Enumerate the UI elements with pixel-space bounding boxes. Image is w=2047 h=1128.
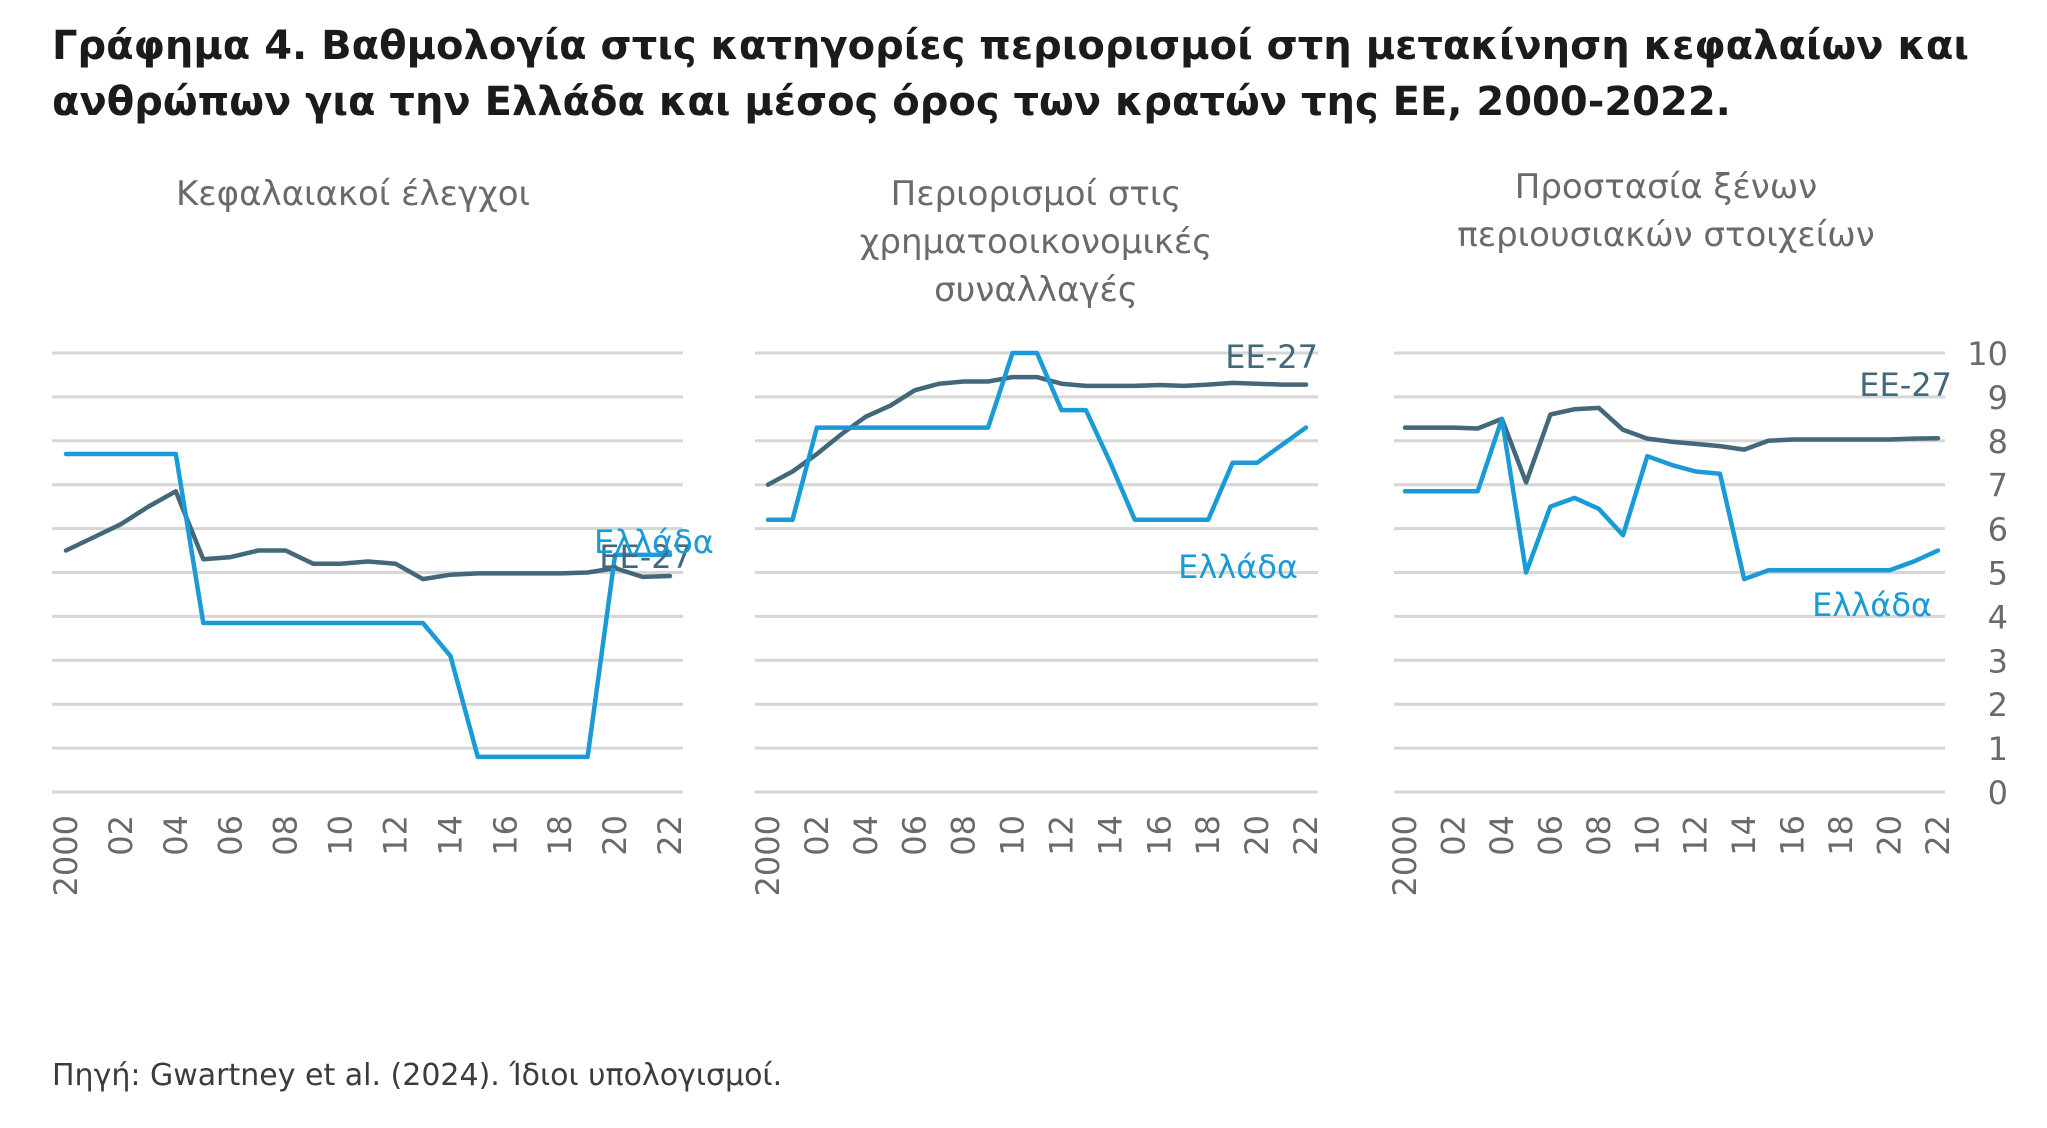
x-tick-label: 20 xyxy=(1238,815,1276,856)
x-tick-label: 12 xyxy=(376,815,414,856)
panel-1-title: Κεφαλαιακοί έλεγχοι xyxy=(176,174,530,214)
x-tick-label: 22 xyxy=(1919,815,1957,856)
series-line-greece xyxy=(1402,416,1941,582)
series-line-greece xyxy=(63,451,673,760)
x-tick-label: 10 xyxy=(322,815,360,856)
x-tick-label: 16 xyxy=(486,815,524,856)
panel-3-title-line-1: Προστασία ξένων xyxy=(1515,167,1817,207)
series-line-eu27 xyxy=(1402,405,1941,485)
x-tick-label: 14 xyxy=(1091,815,1129,856)
panel-foreign-assets: 2000 02 04 06 08 10 12 14 16 18 20 22109876543210ΕΕ… xyxy=(1386,335,2008,896)
x-tick-label: 04 xyxy=(157,815,195,856)
x-tick-label: 22 xyxy=(651,815,689,856)
y-tick-label: 8 xyxy=(1988,423,2008,461)
x-tick-label: 12 xyxy=(1042,815,1080,856)
x-tick-label: 04 xyxy=(847,815,885,856)
x-tick-label: 22 xyxy=(1287,815,1325,856)
chart-title: Γράφημα 4. Βαθμολογία στις κατηγορίες πε… xyxy=(52,23,1969,125)
x-tick-label: 2000 xyxy=(47,815,85,896)
series-line-eu27 xyxy=(63,489,673,582)
y-tick-label: 2 xyxy=(1988,686,2008,724)
x-tick-label: 20 xyxy=(1871,815,1909,856)
panel-2-title-line-3: συναλλαγές xyxy=(934,270,1138,310)
x-tick-label: 2000 xyxy=(1386,815,1424,896)
x-tick-label: 16 xyxy=(1140,815,1178,856)
y-tick-label: 7 xyxy=(1988,467,2008,505)
series-label-eu27: ΕΕ-27 xyxy=(1859,366,1952,404)
panel-financial-transactions: 2000 02 04 06 08 10 12 14 16 18 20 22 ΕΕ-27 Ελλάδα xyxy=(749,338,1325,896)
panel-2-title-line-1: Περιορισμοί στις xyxy=(891,174,1182,214)
y-tick-label: 9 xyxy=(1988,379,2008,417)
series-label-greece: Ελλάδα xyxy=(594,523,714,561)
series-label-eu27: ΕΕ-27 xyxy=(599,538,692,576)
x-tick-label: 2000 xyxy=(749,815,787,896)
y-tick-label: 5 xyxy=(1988,555,2008,593)
x-tick-label: 14 xyxy=(1725,815,1763,856)
series-label-eu27: ΕΕ-27 xyxy=(1225,338,1318,376)
series-line-greece xyxy=(765,350,1309,523)
y-tick-label: 6 xyxy=(1988,511,2008,549)
x-tick-label: 08 xyxy=(945,815,983,856)
x-tick-label: 04 xyxy=(1483,815,1521,856)
x-tick-label: 10 xyxy=(1628,815,1666,856)
x-tick-label: 06 xyxy=(212,815,250,856)
x-tick-label: 18 xyxy=(1189,815,1227,856)
y-tick-label: 3 xyxy=(1988,642,2008,680)
x-tick-label: 16 xyxy=(1774,815,1812,856)
x-tick-label: 12 xyxy=(1677,815,1715,856)
panel-3-title-line-2: περιουσιακών στοιχείων xyxy=(1457,215,1875,255)
x-tick-label: 18 xyxy=(1822,815,1860,856)
y-tick-label: 0 xyxy=(1988,774,2008,812)
y-tick-label: 10 xyxy=(1967,335,2008,373)
x-tick-label: 14 xyxy=(431,815,469,856)
x-tick-label: 02 xyxy=(798,815,836,856)
x-tick-label: 06 xyxy=(1531,815,1569,856)
x-tick-label: 18 xyxy=(541,815,579,856)
x-tick-label: 08 xyxy=(1580,815,1618,856)
x-tick-label: 08 xyxy=(267,815,305,856)
y-tick-label: 1 xyxy=(1988,730,2008,768)
y-tick-label: 4 xyxy=(1988,598,2008,636)
panel-2-title-line-2: χρηματοοικονομικές xyxy=(860,222,1213,262)
x-tick-label: 06 xyxy=(896,815,934,856)
series-label-greece: Ελλάδα xyxy=(1812,586,1932,624)
x-tick-label: 10 xyxy=(994,815,1032,856)
source-note: Πηγή: Gwartney et al. (2024). Ίδιοι υπολ… xyxy=(52,1058,783,1093)
x-tick-label: 02 xyxy=(1434,815,1472,856)
x-tick-label: 20 xyxy=(596,815,634,856)
x-tick-label: 02 xyxy=(102,815,140,856)
series-line-eu27 xyxy=(765,374,1309,487)
series-label-greece: Ελλάδα xyxy=(1178,548,1298,586)
